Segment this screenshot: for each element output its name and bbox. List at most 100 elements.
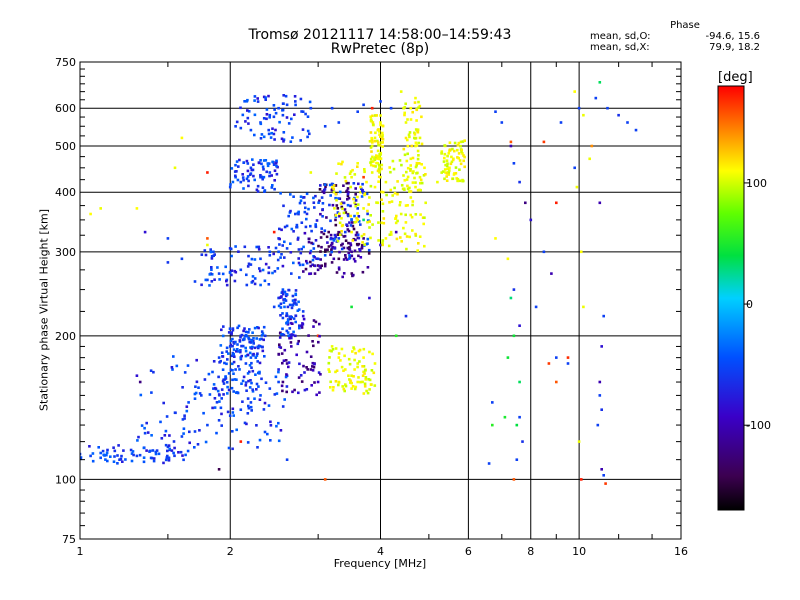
cluster-point <box>334 214 338 217</box>
cluster-point <box>280 333 283 336</box>
cluster-point <box>362 233 366 236</box>
cluster-point <box>341 223 345 227</box>
cluster-point <box>221 272 225 276</box>
cluster-point <box>305 217 308 221</box>
data-point <box>228 414 232 417</box>
cluster-point <box>370 136 373 140</box>
cluster-point <box>231 430 234 433</box>
cluster-point <box>282 301 286 304</box>
cluster-point <box>361 270 365 274</box>
data-point <box>206 171 209 174</box>
cluster-point <box>396 219 399 223</box>
cluster-point <box>419 213 422 216</box>
cluster-point <box>352 347 356 351</box>
data-point <box>330 106 334 110</box>
data-point <box>500 121 504 124</box>
data-point <box>350 387 353 390</box>
cluster-point <box>281 244 284 247</box>
cluster-point <box>250 338 253 342</box>
cluster-point <box>263 355 266 358</box>
data-point <box>285 458 289 461</box>
data-point <box>217 272 221 275</box>
cluster-point <box>272 115 276 119</box>
data-point <box>337 237 341 240</box>
phase-stats-o-value: -94.6, 15.6 <box>705 31 761 42</box>
cluster-point <box>250 257 254 261</box>
data-point <box>368 296 371 300</box>
cluster-point <box>318 264 321 268</box>
cluster-point <box>250 366 253 369</box>
cluster-point <box>354 193 357 196</box>
data-point <box>370 106 374 110</box>
cluster-point <box>352 346 355 349</box>
cluster-point <box>256 352 259 355</box>
cluster-point <box>298 201 302 205</box>
cluster-point <box>283 305 286 309</box>
cluster-point <box>377 163 381 167</box>
cluster-point <box>341 385 344 388</box>
cluster-point <box>420 163 423 166</box>
cluster-point <box>152 370 155 374</box>
cluster-point <box>369 163 373 167</box>
cluster-point <box>105 451 109 455</box>
cluster-point <box>296 342 300 346</box>
data-point <box>347 190 350 194</box>
cluster-point <box>253 326 257 330</box>
cluster-point <box>291 333 295 337</box>
data-point <box>166 237 170 240</box>
cluster-point <box>240 333 244 337</box>
cluster-point <box>296 238 300 241</box>
cluster-point <box>303 231 307 235</box>
cluster-point <box>318 322 321 326</box>
cluster-point <box>234 340 237 344</box>
cluster-point <box>210 257 214 260</box>
cluster-point <box>366 209 369 213</box>
cluster-point <box>265 113 269 116</box>
cluster-point <box>250 361 253 365</box>
data-point <box>143 230 147 234</box>
data-point <box>588 157 591 161</box>
cluster-point <box>308 272 311 276</box>
cluster-point <box>413 176 416 180</box>
colorbar-tick-label: -100 <box>746 419 771 432</box>
colorbar-tick-label: 100 <box>746 177 767 190</box>
cluster-point <box>318 199 321 203</box>
cluster-point <box>137 435 140 439</box>
data-point <box>334 218 337 222</box>
cluster-point <box>279 314 282 317</box>
cluster-point <box>272 132 276 136</box>
cluster-point <box>420 115 423 119</box>
cluster-point <box>379 157 383 160</box>
cluster-point <box>260 175 263 179</box>
data-point <box>590 144 594 148</box>
cluster-point <box>380 167 383 171</box>
cluster-point <box>371 223 374 226</box>
cluster-point <box>259 137 263 140</box>
cluster-point <box>303 210 307 214</box>
cluster-point <box>338 197 342 200</box>
cluster-point <box>263 279 267 283</box>
cluster-point <box>378 153 381 156</box>
cluster-point <box>275 424 278 428</box>
cluster-point <box>241 113 245 117</box>
cluster-point <box>350 272 354 275</box>
cluster-point <box>366 391 370 395</box>
cluster-point <box>292 261 295 265</box>
cluster-point <box>290 306 294 310</box>
cluster-point <box>233 279 237 283</box>
cluster-point <box>245 177 249 181</box>
data-point <box>228 185 232 189</box>
data-point <box>200 394 203 397</box>
cluster-point <box>247 254 250 258</box>
cluster-point <box>414 165 418 169</box>
cluster-point <box>367 248 371 252</box>
cluster-point <box>405 247 408 251</box>
cluster-point <box>415 119 418 122</box>
cluster-point <box>256 97 259 100</box>
data-point <box>277 250 280 254</box>
data-point <box>309 272 313 275</box>
cluster-point <box>306 135 309 139</box>
cluster-point <box>362 392 366 395</box>
cluster-point <box>270 131 273 135</box>
cluster-point <box>377 180 380 183</box>
